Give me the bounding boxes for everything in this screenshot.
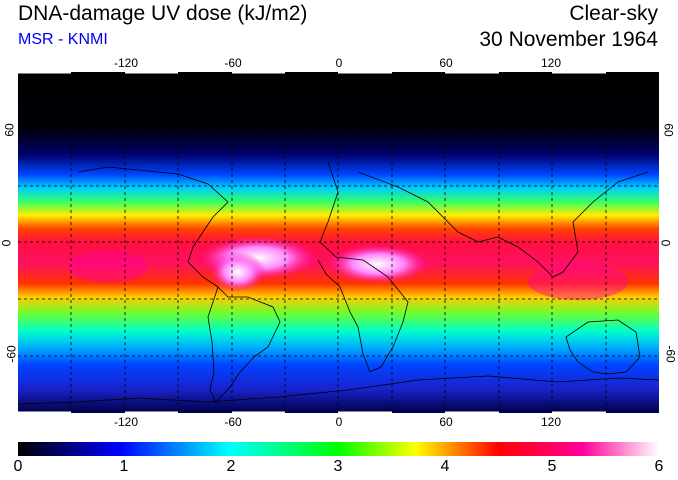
map-background	[18, 72, 659, 413]
coastline-australia	[565, 319, 641, 375]
lat-tick-left: -60	[4, 345, 19, 363]
lon-tick-top: -60	[224, 56, 242, 70]
colorbar	[18, 442, 659, 456]
map-date: 30 November 1964	[479, 28, 658, 51]
coastline-asia	[357, 171, 649, 278]
lat-tick-right: 60	[661, 123, 676, 137]
sky-condition: Clear-sky	[569, 2, 658, 25]
coastline-north-america	[77, 166, 229, 288]
colorbar-label: 2	[226, 458, 236, 475]
map-source: MSR - KNMI	[18, 31, 108, 48]
colorbar-label: 6	[654, 458, 664, 475]
lon-tick-top: 0	[335, 56, 343, 70]
lat-tick-right: 0	[658, 239, 673, 247]
lon-tick-bottom: -120	[113, 415, 139, 429]
colorbar-label: 4	[440, 458, 450, 475]
coastline-south-america	[207, 286, 281, 403]
graticule	[18, 72, 659, 413]
lat-tick-right: -60	[663, 345, 678, 363]
colorbar-label: 1	[119, 458, 129, 475]
map-title: DNA-damage UV dose (kJ/m2)	[18, 2, 308, 25]
lon-tick-top: 60	[439, 56, 453, 70]
lon-tick-top: -120	[113, 56, 139, 70]
uv-hotspot	[68, 251, 148, 283]
colorbar-label: 3	[333, 458, 343, 475]
lat-tick-left: 0	[0, 239, 14, 247]
uv-hotspot	[210, 252, 266, 292]
coastline-europe-africa	[317, 161, 409, 373]
lon-tick-bottom: -60	[224, 415, 242, 429]
colorbar-label: 5	[547, 458, 557, 475]
lon-tick-bottom: 120	[540, 415, 562, 429]
lat-tick-left: 60	[2, 123, 17, 137]
coastline-antarctica	[18, 375, 659, 405]
uv-dose-map	[18, 72, 659, 413]
colorbar-label: 0	[13, 458, 23, 475]
colorbar-gradient	[18, 442, 659, 456]
lon-tick-top: 120	[540, 56, 562, 70]
uv-hotspot	[528, 264, 628, 300]
coastlines	[18, 161, 659, 405]
lon-tick-bottom: 0	[335, 415, 343, 429]
lon-tick-bottom: 60	[439, 415, 453, 429]
uv-hotspot	[326, 244, 430, 284]
